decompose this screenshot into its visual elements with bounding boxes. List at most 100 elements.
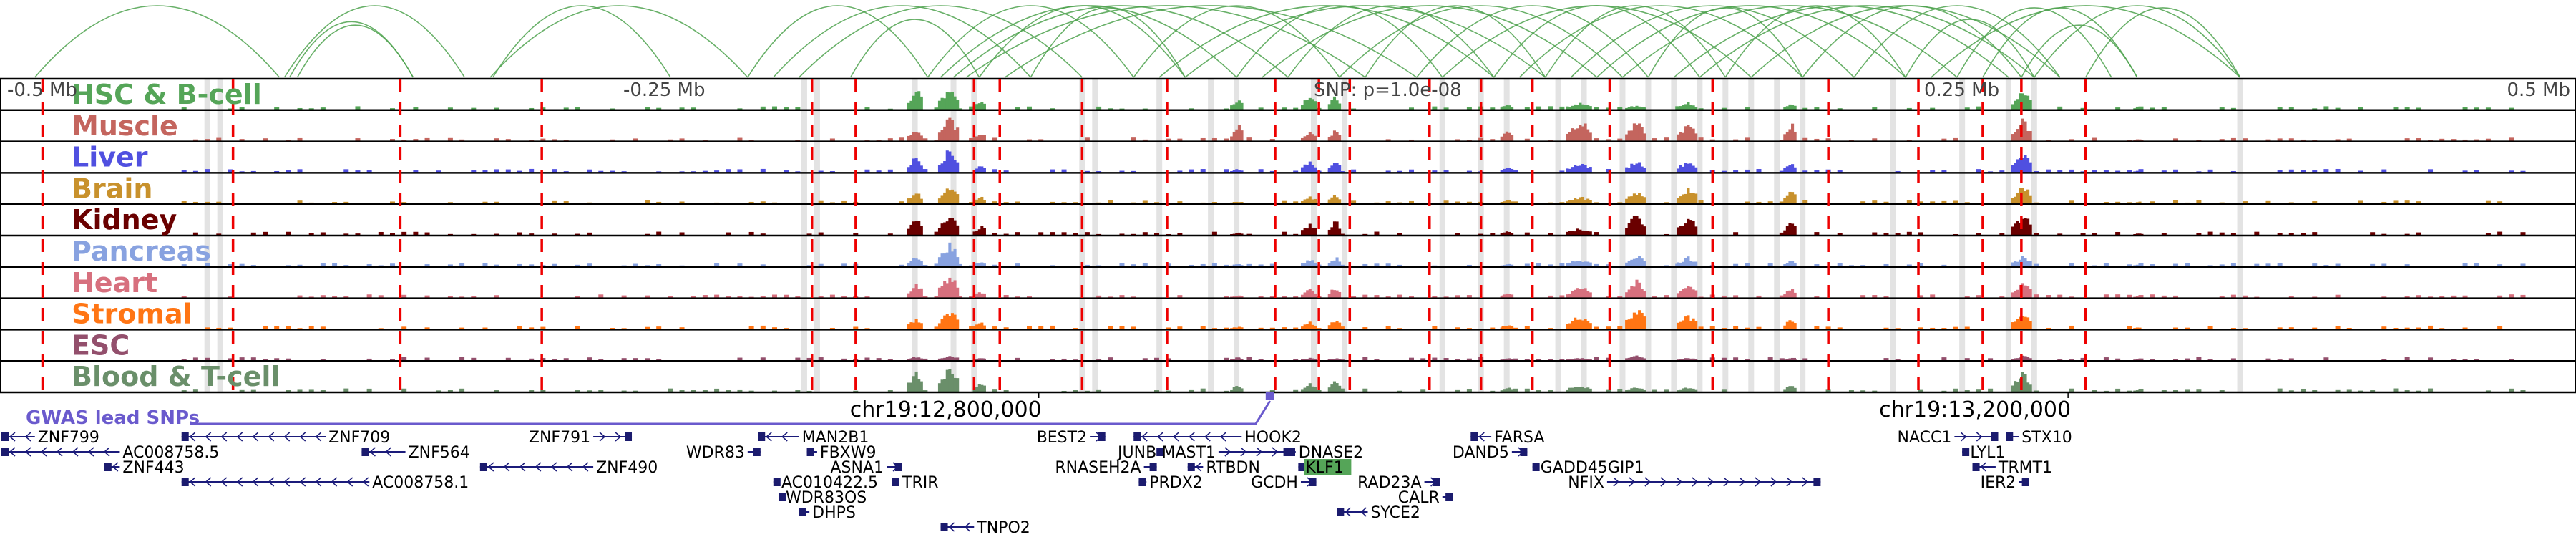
- signal-bar: [2103, 170, 2109, 173]
- signal-bar: [2335, 263, 2341, 266]
- signal-bar: [957, 108, 962, 110]
- gene-farsa: FARSA: [1470, 429, 1544, 447]
- peak-bar: [1308, 196, 1312, 204]
- peak-bar: [1692, 105, 1695, 110]
- peak-bar: [1589, 200, 1592, 204]
- gene-label: BEST2: [1037, 429, 1087, 447]
- track-label: Kidney: [72, 204, 177, 236]
- signal-bar: [1142, 263, 1148, 266]
- peak-bar: [1638, 357, 1641, 361]
- peak-bar: [2135, 106, 2139, 110]
- gene-mast1: MAST1: [1161, 444, 1291, 462]
- track-label: Stromal: [72, 299, 192, 330]
- peak-bar: [1682, 388, 1685, 392]
- signal-bar: [1814, 138, 1820, 141]
- peak-bar: [1676, 198, 1680, 204]
- signal-bar: [2254, 296, 2260, 298]
- peak-bar: [2011, 292, 2014, 298]
- peak-bar: [912, 258, 916, 266]
- signal-bar: [2161, 106, 2167, 110]
- peak-bar: [1313, 293, 1317, 298]
- signal-bar: [205, 357, 210, 361]
- peak-bar: [1684, 358, 1687, 361]
- signal-bar: [2069, 325, 2074, 329]
- strand-arrow-right-icon: [1518, 447, 1525, 457]
- strand-arrow-left-icon: [1204, 432, 1211, 442]
- peak-bar: [1643, 316, 1646, 329]
- peak-bar: [937, 165, 942, 173]
- signal-bar: [829, 327, 835, 329]
- peak-bar: [1511, 389, 1514, 392]
- signal-bar: [436, 390, 441, 392]
- signal-bar: [969, 137, 975, 141]
- signal-bar: [2150, 201, 2155, 204]
- signal-bar: [262, 326, 268, 329]
- peak-bar: [1571, 261, 1574, 266]
- peak-bar: [917, 132, 921, 141]
- peak-bar: [943, 126, 947, 141]
- exon: [778, 493, 786, 501]
- signal-bar: [1224, 357, 1229, 361]
- signal-bar: [934, 263, 940, 266]
- signal-bar: [2497, 264, 2503, 266]
- signal-bar: [2161, 233, 2167, 235]
- chromatin-loops: [34, 5, 2241, 78]
- peak-bar: [1576, 288, 1579, 298]
- peak-bar: [977, 166, 981, 173]
- peak-bar: [937, 228, 942, 235]
- peak-bar: [1566, 294, 1569, 298]
- peak-bar: [982, 325, 986, 329]
- signal-bar: [552, 139, 557, 141]
- peak-bar: [1793, 167, 1797, 173]
- strand-arrow-right-icon: [615, 432, 622, 442]
- signal-bar: [1166, 327, 1171, 329]
- signal-bar: [2254, 263, 2260, 266]
- peak-bar: [1235, 358, 1239, 361]
- peak-bar: [1508, 231, 1511, 235]
- peak-bar: [982, 168, 986, 173]
- signal-bar: [1038, 139, 1044, 141]
- signal-bar: [2381, 359, 2387, 361]
- peak-bar: [2011, 322, 2014, 329]
- signal-bar: [2115, 170, 2121, 173]
- signal-bar: [957, 296, 962, 298]
- peak-bar: [1300, 389, 1304, 392]
- peak-bar: [1625, 262, 1629, 266]
- peak-bar: [1232, 233, 1236, 235]
- signal-bar: [1918, 295, 1924, 298]
- peak-bar: [1505, 293, 1508, 298]
- peak-bar: [914, 284, 918, 298]
- peak-bar: [1625, 228, 1629, 235]
- exon: [1470, 432, 1478, 441]
- signal-bar: [2335, 107, 2341, 110]
- peak-bar: [1503, 389, 1506, 392]
- signal-bar: [228, 327, 233, 329]
- signal-bar: [1895, 359, 1901, 361]
- signal-bar: [2185, 389, 2190, 392]
- peak-bar: [2133, 359, 2137, 361]
- signal-bar: [2288, 202, 2294, 204]
- peak-bar: [1630, 318, 1634, 329]
- peak-bar: [1308, 132, 1312, 141]
- peak-bar: [2021, 188, 2024, 204]
- peak-bar: [1235, 129, 1239, 141]
- signal-bar: [2312, 201, 2318, 204]
- signal-bar: [1617, 138, 1623, 141]
- snp-lines: [41, 79, 2087, 392]
- peak-bar: [1630, 218, 1634, 235]
- signal-bar: [1397, 328, 1402, 329]
- peak-bar: [937, 257, 942, 266]
- signal-bar: [2393, 388, 2399, 392]
- peak-bar: [1311, 199, 1314, 204]
- signal-bar: [1119, 170, 1125, 173]
- signal-bar: [587, 357, 592, 361]
- signal-bar: [2416, 201, 2421, 204]
- signal-bar: [2416, 390, 2421, 392]
- signal-bar: [308, 326, 314, 329]
- loop-arc: [1905, 19, 2035, 78]
- signal-bar: [1409, 296, 1415, 298]
- peak-bar: [1240, 296, 1244, 298]
- peak-bar: [975, 136, 979, 141]
- exon: [1337, 508, 1345, 516]
- peak-bar: [1785, 106, 1789, 110]
